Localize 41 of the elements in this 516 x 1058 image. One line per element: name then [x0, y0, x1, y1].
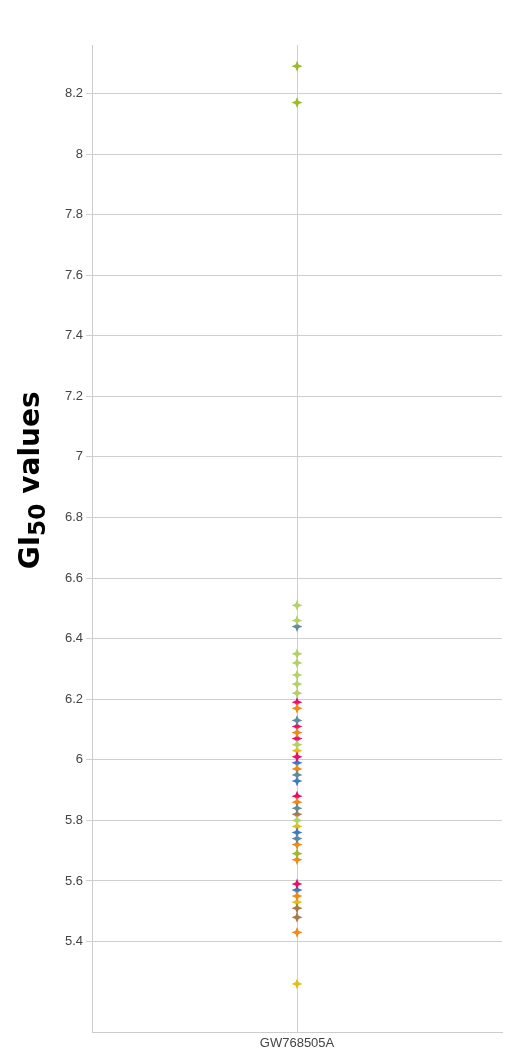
x-tick-label: GW768505A	[259, 1034, 335, 1050]
point	[291, 60, 303, 72]
point	[291, 657, 303, 669]
point	[291, 978, 303, 990]
point	[291, 702, 303, 714]
point	[291, 911, 303, 923]
point	[291, 739, 303, 751]
point	[291, 814, 303, 826]
point	[291, 669, 303, 681]
y-tick-label: 7.4	[64, 327, 84, 343]
y-tick-label: 6.8	[64, 509, 84, 525]
y-tick-label: 6.2	[64, 690, 84, 706]
point	[291, 751, 303, 763]
y-tick-label: 7.8	[64, 206, 84, 222]
y-tick-label: 5.4	[64, 933, 84, 949]
y-tick-label: 6.6	[64, 569, 84, 585]
point	[291, 97, 303, 109]
point	[291, 902, 303, 914]
point	[291, 802, 303, 814]
point	[291, 614, 303, 626]
point	[291, 648, 303, 660]
y-tick-label: 5.8	[64, 811, 84, 827]
y-tick-label: 8.2	[64, 85, 84, 101]
y-tick-label: 7.6	[64, 266, 84, 282]
y-tick-label: 6.4	[64, 630, 84, 646]
point	[291, 848, 303, 860]
point	[291, 833, 303, 845]
y-tick-label: 7	[75, 448, 84, 464]
point	[291, 599, 303, 611]
point	[291, 687, 303, 699]
y-tick-label: 6	[75, 751, 84, 767]
point	[291, 878, 303, 890]
point	[291, 727, 303, 739]
y-tick-label: 5.6	[64, 872, 84, 888]
point	[291, 714, 303, 726]
y-tick-label: 7.2	[64, 387, 84, 403]
point	[291, 926, 303, 938]
point	[291, 678, 303, 690]
point	[291, 890, 303, 902]
point	[291, 769, 303, 781]
y-tick-label: 8	[75, 145, 84, 161]
